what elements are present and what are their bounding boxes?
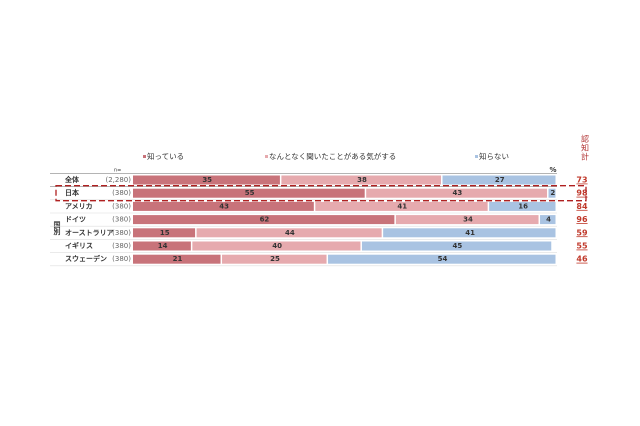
legend-swatch — [475, 155, 478, 158]
category-label: アメリカ — [65, 202, 93, 210]
value-label: 2 — [550, 189, 555, 197]
bar-segment — [192, 241, 361, 251]
n-label: (380) — [112, 216, 131, 224]
bar-segment — [328, 254, 556, 264]
total-label: 73 — [576, 176, 587, 185]
n-label: (2,280) — [105, 176, 131, 184]
unit-label: % — [549, 166, 556, 174]
value-label: 55 — [245, 189, 255, 197]
bar-segment — [133, 254, 221, 264]
bar-segment — [540, 215, 556, 225]
n-label: (380) — [112, 242, 131, 250]
total-header: 認知計 — [581, 134, 590, 162]
value-label: 16 — [518, 202, 528, 210]
bar-segment — [489, 201, 556, 211]
bar-segment — [281, 175, 442, 185]
bar-segment — [315, 201, 488, 211]
bar-segment — [133, 241, 191, 251]
legend-label: なんとなく聞いたことがある気がする — [269, 151, 396, 161]
legend-swatch — [265, 155, 268, 158]
value-label: 40 — [272, 242, 282, 250]
category-label: オーストラリア — [65, 229, 114, 237]
n-header: n= — [114, 168, 121, 174]
bar-segment — [442, 175, 556, 185]
bar-segment — [133, 215, 395, 225]
bar-segment — [133, 228, 196, 238]
value-label: 43 — [452, 189, 462, 197]
total-label: 98 — [576, 189, 588, 198]
value-label: 38 — [357, 176, 367, 184]
bar-segment — [548, 188, 556, 198]
value-label: 62 — [260, 216, 270, 224]
group-label: 国別 — [53, 220, 62, 236]
value-label: 41 — [397, 202, 407, 210]
total-label: 84 — [576, 202, 588, 211]
n-label: (380) — [112, 229, 131, 237]
bar-segment — [133, 201, 314, 211]
total-label: 59 — [576, 228, 588, 237]
value-label: 15 — [160, 229, 170, 237]
bar-segment — [196, 228, 382, 238]
n-label: (380) — [112, 255, 131, 263]
value-label: 4 — [546, 216, 551, 224]
bar-segment — [395, 215, 539, 225]
bar-segment — [361, 241, 552, 251]
legend-label: 知っている — [147, 151, 184, 161]
category-label: イギリス — [65, 241, 93, 250]
value-label: 41 — [465, 229, 475, 237]
value-label: 43 — [219, 202, 229, 210]
bar-segment — [366, 188, 548, 198]
value-label: 34 — [463, 216, 473, 224]
value-label: 35 — [202, 176, 212, 184]
value-label: 54 — [438, 255, 448, 263]
value-label: 27 — [495, 176, 505, 184]
total-label: 96 — [576, 215, 588, 224]
n-label: (380) — [112, 189, 131, 197]
bar-segment — [383, 228, 556, 238]
total-label: 46 — [576, 255, 588, 264]
bar-segment — [133, 188, 365, 198]
highlight-box — [55, 185, 587, 202]
value-label: 21 — [173, 255, 183, 263]
category-label: 全体 — [64, 175, 80, 184]
category-label: 日本 — [65, 188, 79, 197]
bar-segment — [222, 254, 327, 264]
n-label: (380) — [112, 202, 131, 210]
legend-label: 知らない — [479, 151, 509, 161]
category-label: ドイツ — [65, 216, 86, 224]
total-label: 55 — [576, 242, 588, 251]
bar-segment — [133, 175, 280, 185]
legend-swatch — [143, 155, 146, 158]
category-label: スウェーデン — [65, 254, 107, 263]
value-label: 44 — [285, 229, 295, 237]
value-label: 45 — [452, 242, 462, 250]
value-label: 25 — [270, 255, 280, 263]
value-label: 14 — [158, 242, 168, 250]
